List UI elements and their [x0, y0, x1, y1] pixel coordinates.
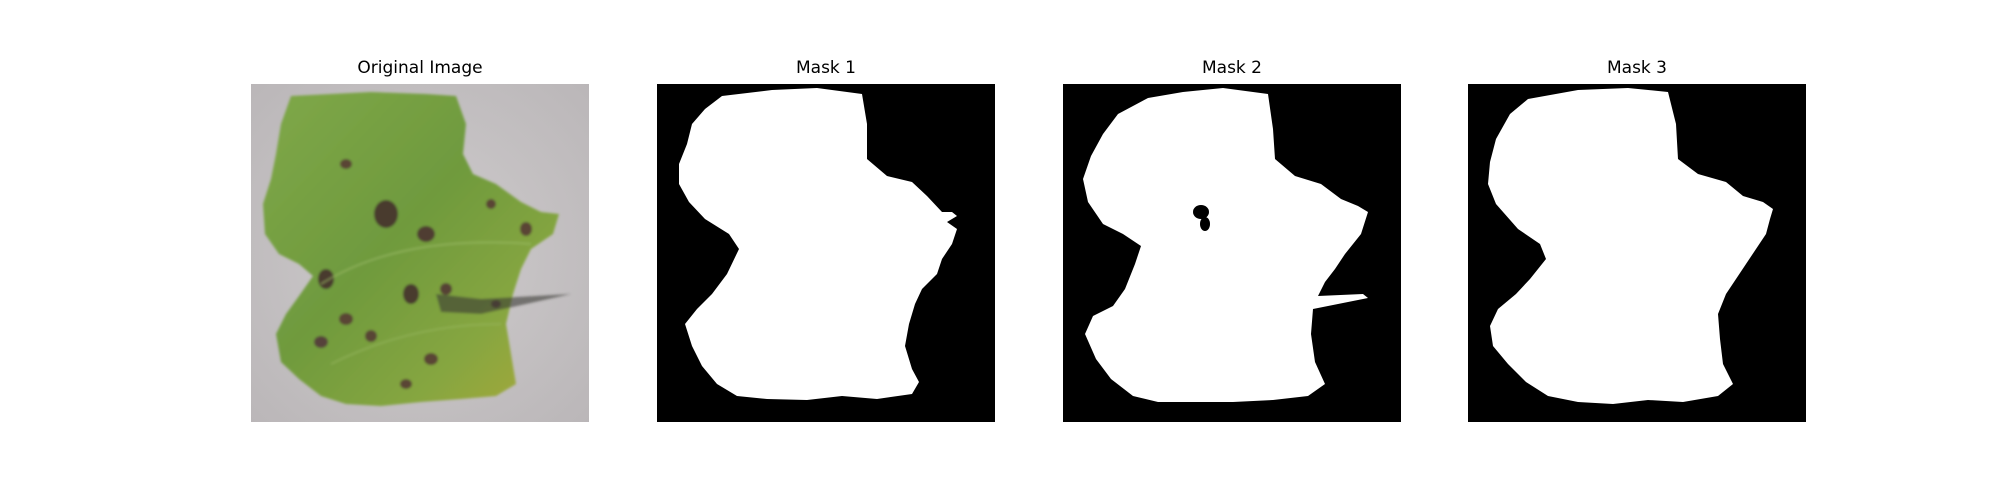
mask-1-image: [657, 84, 995, 422]
panel-title: Mask 1: [795, 58, 856, 78]
mask-3-image: [1468, 84, 1806, 422]
leaf-photo: [251, 84, 589, 422]
panel-title: Mask 2: [1201, 58, 1262, 78]
mask-2-image: [1063, 84, 1401, 422]
panel-title: Original Image: [357, 58, 483, 78]
panel-title: Mask 3: [1606, 58, 1667, 78]
